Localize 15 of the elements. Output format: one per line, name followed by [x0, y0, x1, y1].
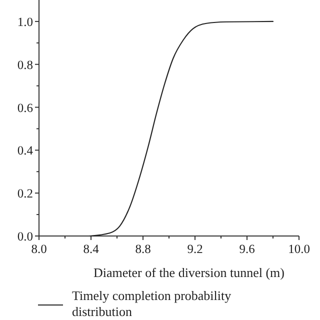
legend-label: Timely completion probability distribution	[72, 288, 232, 319]
line-series	[89, 20, 274, 237]
x-axis-title: Diameter of the diversion tunnel (m)	[94, 265, 284, 280]
x-tick-label: 8.4	[83, 242, 100, 256]
x-tick-label: 9.2	[187, 242, 203, 256]
y-tick-label: 0.2	[17, 186, 33, 201]
x-tick-label: 8.8	[135, 242, 151, 256]
y-tick-label: 0.8	[17, 58, 33, 72]
x-tick-label: 9.6	[239, 242, 255, 256]
y-tick-label: 0.6	[17, 100, 33, 115]
y-tick-label: 0.0	[17, 230, 33, 244]
y-tick-label: 1.0	[17, 14, 33, 29]
x-tick-label: 8.0	[31, 242, 47, 256]
y-tick-label: 0.4	[17, 144, 34, 158]
x-tick-label: 10.0	[288, 242, 310, 256]
